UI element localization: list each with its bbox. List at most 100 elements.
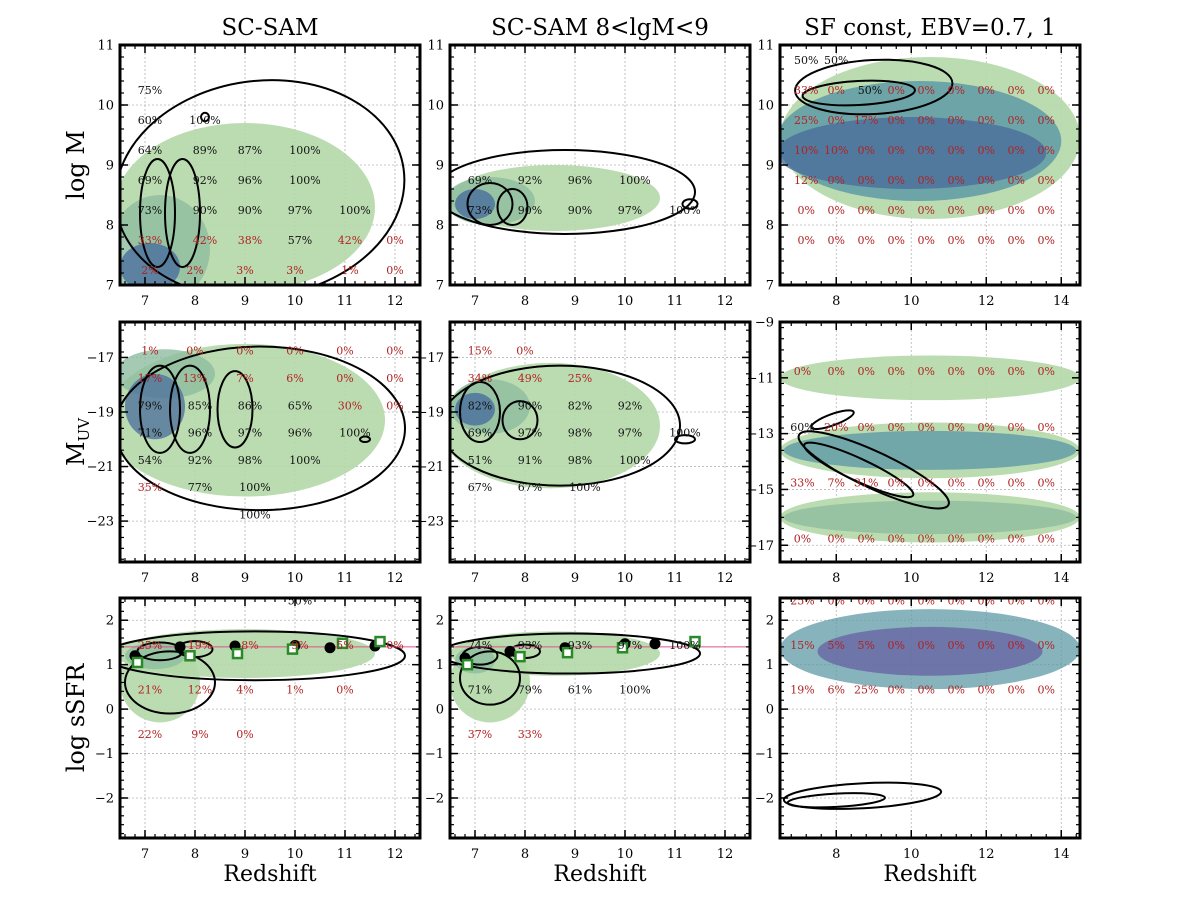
x-tick-label: 12	[387, 571, 404, 586]
contour-line	[120, 79, 406, 285]
percent-label: 0%	[948, 477, 965, 490]
y-tick-label: 9	[766, 159, 774, 174]
x-tick-label: 9	[241, 571, 249, 586]
percent-label: 0%	[1038, 421, 1055, 434]
percent-label: 87%	[238, 144, 262, 157]
percent-label: 0%	[1038, 684, 1055, 697]
percent-label: 75%	[138, 84, 162, 97]
x-tick-label: 10	[903, 294, 920, 309]
contour-line	[139, 364, 181, 454]
percent-label: 0%	[386, 264, 403, 277]
percent-label: 79%	[138, 399, 162, 412]
percent-label: 0%	[828, 174, 845, 187]
percent-label: 51%	[468, 454, 492, 467]
contour-line	[139, 158, 176, 268]
percent-label: 97%	[238, 427, 262, 440]
y-tick-label: 8	[766, 219, 774, 234]
percent-label: 0%	[858, 234, 875, 247]
percent-label: 0%	[1008, 532, 1025, 545]
percent-label: 2%	[141, 264, 158, 277]
percent-label: 0%	[918, 84, 935, 97]
percent-label: 97%	[618, 204, 642, 217]
percent-label: 60%	[138, 114, 162, 127]
x-tick-label: 7	[471, 847, 479, 862]
plot-area: 15% 0% 34% 49% 25% 82% 90% 82% 92% 69% 97% 98% 97% 10…	[450, 345, 701, 494]
percent-label: 25%	[138, 639, 162, 652]
percent-label: 0%	[948, 684, 965, 697]
percent-label: 82%	[568, 399, 592, 412]
axes-frame	[448, 320, 752, 564]
percent-label: 0%	[386, 639, 403, 652]
percent-label: 0%	[888, 595, 905, 608]
x-tick-label: 10	[617, 847, 634, 862]
panel-p31: 50% 25% 19% 8% 9% 5% 0% 21% 12% 4% 1% 0% 22% 9% 0% 7 8 9 1…	[62, 596, 422, 887]
percent-label: 0%	[918, 639, 935, 652]
plot-area: 0% 0% 0% 0% 0% 0% 0% 0% 0% 60% 20% 0% 0% 0% 0% 0% 0% 0% 33…	[780, 355, 1080, 545]
x-tick-label: 9	[241, 294, 249, 309]
percent-label: 0%	[918, 174, 935, 187]
percent-label: 15%	[468, 345, 492, 358]
percent-label: 0%	[286, 345, 303, 358]
percent-label: 69%	[138, 174, 162, 187]
percent-label: 37%	[468, 728, 492, 741]
data-point-green	[374, 635, 386, 648]
percent-label: 5%	[858, 639, 875, 652]
contour-line	[120, 345, 406, 512]
plot-area: 50% 50% 33% 0% 50% 0% 0% 0% 0% 0% 0% 25% 0% 17% 0% 0% 0%…	[780, 54, 1080, 247]
percent-label: 0%	[948, 84, 965, 97]
contour-line	[216, 370, 254, 449]
x-tick-label: 12	[978, 847, 995, 862]
percent-label: 0%	[948, 174, 965, 187]
plot-area: 25% 0% 0% 0% 0% 0% 0% 0% 0% 15% 5% 5% 0% 0% 0% 0% 0% 0% 19…	[780, 595, 1080, 810]
contour-line	[450, 149, 696, 235]
x-tick-label: 8	[832, 847, 840, 862]
percent-label: 0%	[948, 595, 965, 608]
y-tick-label: −13	[747, 427, 774, 442]
y-tick-label: 8	[436, 219, 444, 234]
panel-title: SF const, EBV=0.7, 1	[804, 15, 1056, 41]
y-tick-label: −21	[417, 460, 444, 475]
contour-line	[164, 158, 201, 268]
percent-label: 22%	[138, 728, 162, 741]
y-tick-label: 2	[106, 614, 114, 629]
percent-label: 69%	[468, 174, 492, 187]
data-point-black	[174, 641, 186, 653]
percent-label: 0%	[858, 204, 875, 217]
y-tick-label: −17	[747, 539, 774, 554]
y-tick-label: −11	[747, 371, 774, 386]
y-axis-label-main: M	[62, 441, 90, 466]
x-tick-label: 12	[717, 847, 734, 862]
y-tick-label: −9	[755, 316, 774, 331]
y-tick-label: −17	[417, 351, 444, 366]
x-tick-label: 12	[387, 847, 404, 862]
percent-label: 0%	[918, 532, 935, 545]
percent-label: 0%	[888, 114, 905, 127]
contour-line	[803, 441, 915, 499]
percent-label: 35%	[138, 481, 162, 494]
data-point-black	[324, 642, 336, 654]
percent-label: 0%	[948, 365, 965, 378]
percent-label: 0%	[1038, 234, 1055, 247]
percent-label: 0%	[794, 365, 811, 378]
percent-label: 21%	[138, 684, 162, 697]
data-point-black	[649, 638, 661, 650]
percent-label: 0%	[978, 204, 995, 217]
percent-label: 0%	[1008, 114, 1025, 127]
y-tick-label: 0	[106, 703, 114, 718]
y-tick-label: −1	[755, 747, 774, 762]
percent-label: 73%	[138, 204, 162, 217]
percent-label: 9%	[291, 639, 308, 652]
percent-label: 0%	[1038, 477, 1055, 490]
percent-label: 50%	[858, 84, 882, 97]
panel-title: SC-SAM 8<lgM<9	[491, 15, 709, 41]
percent-label: 0%	[1008, 144, 1025, 157]
percent-label: 0%	[918, 477, 935, 490]
percent-label: 0%	[918, 421, 935, 434]
y-tick-label: −2	[95, 792, 114, 807]
percent-label: 0%	[888, 684, 905, 697]
percent-label: 30%	[338, 399, 362, 412]
contour-line	[501, 400, 539, 441]
percent-label: 0%	[1008, 477, 1025, 490]
y-tick-label: 7	[436, 279, 444, 294]
